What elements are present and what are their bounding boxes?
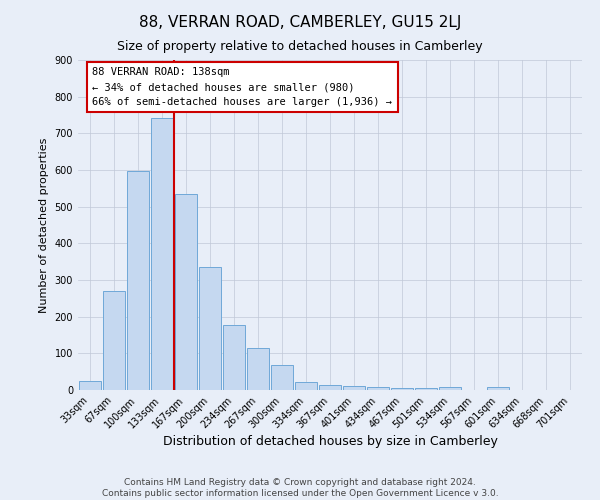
Bar [343,386,365,390]
Bar [127,170,149,390]
Bar [391,388,413,390]
Bar [223,324,245,390]
Bar [415,388,437,390]
Bar [103,291,125,390]
Y-axis label: Number of detached properties: Number of detached properties [39,138,49,312]
Bar [175,194,197,390]
Bar [295,382,317,390]
Bar [367,387,389,390]
Bar [271,366,293,390]
X-axis label: Distribution of detached houses by size in Camberley: Distribution of detached houses by size … [163,436,497,448]
Bar [247,348,269,390]
Text: Size of property relative to detached houses in Camberley: Size of property relative to detached ho… [117,40,483,53]
Text: 88, VERRAN ROAD, CAMBERLEY, GU15 2LJ: 88, VERRAN ROAD, CAMBERLEY, GU15 2LJ [139,15,461,30]
Bar [319,385,341,390]
Bar [151,118,173,390]
Bar [199,267,221,390]
Text: Contains HM Land Registry data © Crown copyright and database right 2024.
Contai: Contains HM Land Registry data © Crown c… [101,478,499,498]
Text: 88 VERRAN ROAD: 138sqm
← 34% of detached houses are smaller (980)
66% of semi-de: 88 VERRAN ROAD: 138sqm ← 34% of detached… [92,68,392,107]
Bar [487,387,509,390]
Bar [79,381,101,390]
Bar [439,387,461,390]
